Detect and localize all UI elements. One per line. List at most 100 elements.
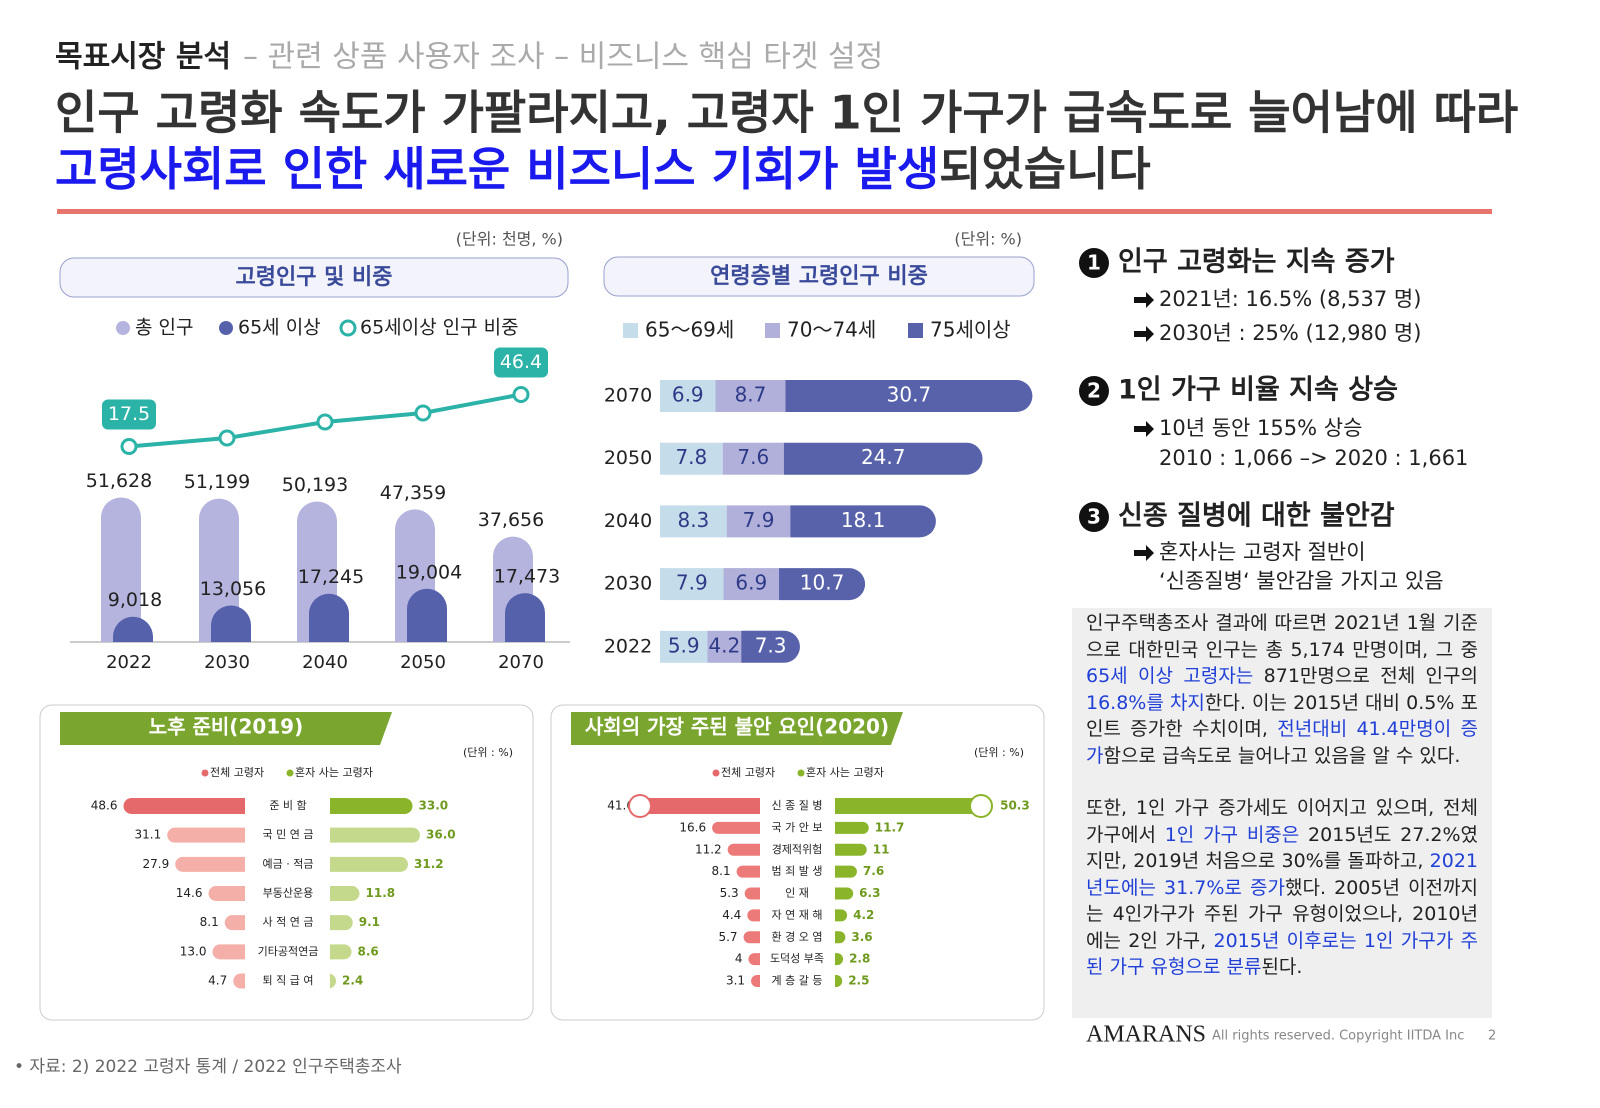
point-number: 3: [1087, 505, 1101, 529]
headline-end: 되었습니다: [939, 142, 1151, 196]
bar: [212, 944, 245, 960]
bar-segment: [715, 380, 786, 412]
label-box: [102, 399, 156, 430]
legend-marker: [201, 769, 209, 777]
bar-segment: [783, 442, 983, 475]
bar: [835, 865, 857, 878]
bar: [328, 973, 337, 989]
value-label: 30.7: [887, 383, 932, 407]
value-label: 7.9: [743, 508, 775, 532]
text-segment: 2015년도 27.2%였지만, 2019년 처음으로 30%를 돌파하고,: [1086, 823, 1478, 873]
legend-label: 65세이상 인구 비중: [360, 317, 519, 339]
value-label: 8.1: [712, 864, 731, 878]
value-label: 6.9: [672, 383, 704, 407]
legend-marker: [286, 769, 294, 777]
value-label: 6.3: [859, 886, 880, 900]
value-label: 19,004: [396, 561, 462, 583]
number-badge: [1079, 502, 1109, 532]
point-line: ‘신종질병‘ 불안감을 가지고 있음: [1159, 569, 1444, 593]
value-label: 11: [873, 842, 890, 856]
paragraph: 인구주택총조사 결과에 따르면 2021년 1월 기준으로 대한민국 인구는 총…: [1086, 610, 1478, 769]
value-label: 7.3: [755, 633, 787, 657]
category-label: 부동산운용: [263, 887, 314, 900]
title-tab: [571, 712, 903, 745]
bar: [743, 931, 760, 944]
value-label: 17,473: [494, 566, 560, 588]
category-label: 국 민 연 금: [263, 828, 314, 841]
headline-emphasis: 고령사회로 인한 새로운 비즈니스 기회가 발생: [55, 142, 939, 196]
x-tick-label: 2070: [498, 652, 544, 673]
value-label: 51,628: [86, 470, 152, 492]
headline: 인구 고령화 속도가 가팔라지고, 고령자 1인 가구가 급속도로 늘어남에 따…: [55, 86, 1518, 140]
title-tab: [60, 712, 392, 745]
value-label: 50,193: [282, 474, 348, 496]
bar: [727, 843, 760, 856]
legend-label: 총 인구: [135, 317, 193, 339]
category-label: 범 죄 발 생: [772, 865, 823, 878]
value-label: 31.2: [414, 857, 444, 871]
text-segment: 1인 가구 비중은: [1164, 823, 1300, 846]
bar: [211, 605, 251, 642]
legend-marker: [116, 321, 130, 335]
bar: [748, 953, 760, 966]
value-label: 4.4: [722, 908, 741, 922]
bar: [330, 915, 353, 931]
logo: AMARANS: [1086, 1022, 1206, 1048]
bar: [751, 975, 760, 987]
bar-segment: [660, 630, 708, 663]
legend-label: 전체 고령자: [210, 766, 264, 779]
value-label: 16.6: [679, 820, 706, 834]
number-badge: [1079, 376, 1109, 406]
category-label: 사 적 연 금: [263, 916, 314, 929]
value-label: 5.3: [720, 886, 739, 900]
text-segment: 했다. 2005년 이전까지는 4인가구가 주된 가구 유형이었으나, 2010…: [1086, 876, 1478, 952]
bar: [330, 827, 421, 843]
point-title: 인구 고령화는 지속 증가: [1118, 247, 1395, 278]
bar: [330, 886, 360, 901]
bar-segment: [723, 568, 780, 601]
page-number: 2: [1488, 1029, 1496, 1044]
category-label: 기타공적연금: [258, 945, 319, 958]
line-point: [414, 404, 432, 422]
value-label: 17.5: [108, 403, 150, 425]
value-label: 2.5: [848, 974, 869, 988]
bar: [330, 944, 352, 960]
value-label: 48.6: [91, 799, 118, 813]
text-segment: 함으로 급속도로 늘어나고 있음을 알 수 있다.: [1103, 744, 1461, 767]
value-label: 50.3: [1000, 799, 1030, 813]
value-label: 7.6: [863, 864, 884, 878]
text-segment: 65세 이상 고령자는: [1086, 665, 1254, 687]
bar: [736, 865, 760, 878]
chart-title: 노후 준비(2019): [149, 715, 304, 739]
bar: [835, 931, 846, 944]
legend-label: 70～74세: [787, 318, 876, 342]
bar-segment: [785, 380, 1033, 412]
value-label: 5.9: [668, 633, 700, 657]
point-number: 2: [1087, 379, 1101, 403]
y-tick-label: 2030: [604, 573, 652, 595]
unit: (단위 : %): [463, 746, 513, 759]
category-label: 도덕성 부족: [770, 952, 824, 965]
panel: [39, 704, 534, 1021]
bar: [835, 975, 843, 987]
legend-marker: [339, 319, 357, 337]
bar: [123, 798, 245, 814]
value-label: 13,056: [200, 578, 266, 600]
y-tick-label: 2022: [604, 635, 652, 657]
bar: [208, 886, 245, 901]
bar-segment: [660, 568, 724, 601]
point-title: 1인 가구 비율 지속 상승: [1118, 375, 1398, 406]
value-label: 2.4: [342, 974, 363, 988]
point-number: 1: [1087, 251, 1101, 275]
bar: [835, 843, 867, 856]
chart-title: 연령층별 고령인구 비중: [710, 264, 928, 289]
value-label: 8.1: [200, 915, 219, 929]
line-point: [120, 438, 138, 455]
number-badge: [1079, 248, 1109, 278]
bar: [233, 973, 245, 989]
text-segment: 16.8%를 차지: [1086, 691, 1205, 714]
point-line: 2030년 : 25% (12,980 명): [1159, 321, 1421, 345]
legend-marker: [797, 769, 805, 777]
value-label: 47,359: [380, 482, 446, 504]
bar-segment: [660, 505, 727, 538]
